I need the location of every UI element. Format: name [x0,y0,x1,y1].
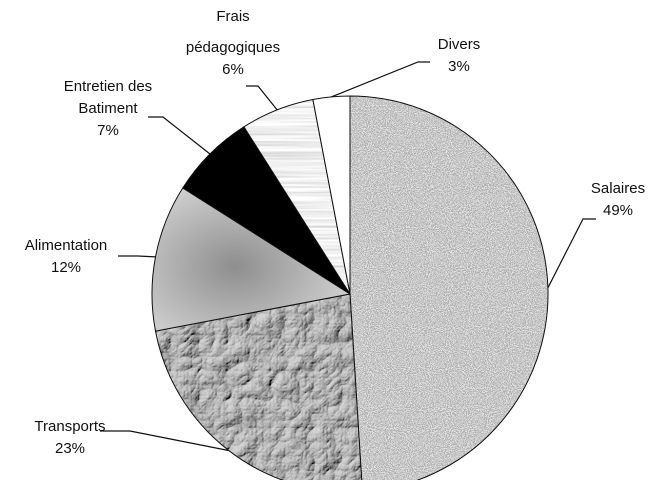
label-frais-line2: pédagogiques [186,39,280,56]
pie-slices [151,95,549,480]
leader-lines [100,61,596,452]
label-alimentation-name: Alimentation [25,237,108,254]
slice-label-alimentation: Alimentation 12% [25,237,108,276]
slice-label-salaires: Salaires 49% [591,180,645,219]
leader-frais [246,85,278,111]
pie-slice-divers [312,95,351,295]
label-entretien-line2: Batiment [78,100,138,117]
leader-salaires [547,218,596,289]
pie-slice-salaires [349,95,549,480]
slice-label-transports: Transports 23% [34,418,105,457]
label-transports-value: 23% [55,440,85,457]
leader-alimentation [118,255,156,258]
label-frais-line1: Frais [216,8,249,25]
label-entretien-line1: Entretien des [64,78,152,95]
slice-label-entretien: Entretien des Batiment 7% [64,78,152,139]
pie-slice-transports [154,293,363,480]
slice-label-divers: Divers 3% [438,36,481,75]
leader-divers [331,61,430,98]
leader-transports [100,430,229,452]
label-divers-value: 3% [448,58,470,75]
slice-label-frais: Frais pédagogiques 6% [186,8,280,78]
label-entretien-value: 7% [97,122,119,139]
label-divers-name: Divers [438,36,481,53]
leader-entretien [148,116,211,155]
label-frais-value: 6% [222,61,244,78]
label-salaires-name: Salaires [591,180,645,197]
label-salaires-value: 49% [603,202,633,219]
label-transports-name: Transports [34,418,105,435]
label-alimentation-value: 12% [51,259,81,276]
pie-slice-alimentation [151,187,352,332]
